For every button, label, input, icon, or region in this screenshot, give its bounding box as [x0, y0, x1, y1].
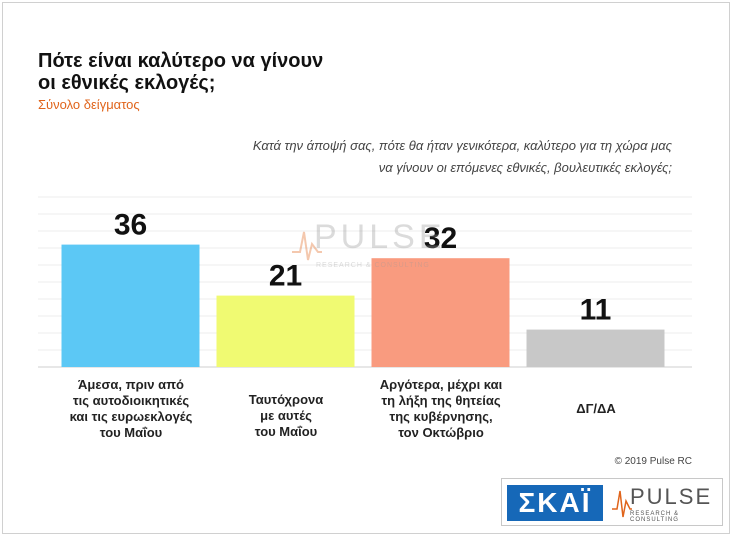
data-label-3: 32	[424, 222, 457, 255]
category-label-4: ΔΓ/ΔΑ	[576, 401, 616, 416]
bar-1	[61, 244, 200, 367]
question-line-1: Κατά την άποψή σας, πότε θα ήταν γενικότ…	[252, 138, 672, 153]
category-label-1: Άμεσα, πριν από τις αυτοδιοικητικές και …	[69, 377, 193, 440]
pulse-logo-heartbeat-icon	[612, 490, 632, 518]
title-line-1: Πότε είναι καλύτερο να γίνουν	[38, 50, 324, 72]
question-line-2: να γίνουν οι επόμενες εθνικές, βουλευτικ…	[378, 160, 672, 175]
bar-2	[216, 295, 355, 367]
survey-question: Κατά την άποψή σας, πότε θα ήταν γενικότ…	[112, 135, 672, 179]
pulse-logo-subtitle: RESEARCH & CONSULTING	[630, 511, 680, 523]
copyright-text: © 2019 Pulse RC	[614, 456, 692, 467]
bar-4	[526, 329, 665, 367]
skai-logo: ΣΚΑΪ	[507, 485, 603, 521]
logo-box: ΣΚΑΪ PULSE RESEARCH & CONSULTING	[501, 478, 723, 526]
title-line-2: οι εθνικές εκλογές;	[38, 72, 216, 94]
data-label-4: 11	[580, 294, 612, 327]
category-label-3: Αργότερα, μέχρι και τη λήξη της θητείας …	[379, 377, 503, 440]
pulse-logo-word: PULSE	[630, 484, 713, 509]
data-label-1: 36	[114, 209, 147, 242]
bar-3	[371, 258, 510, 367]
page-title: Πότε είναι καλύτερο να γίνουν οι εθνικές…	[38, 50, 323, 94]
pulse-logo: PULSE RESEARCH & CONSULTING	[612, 481, 722, 525]
data-label-2: 21	[269, 260, 302, 293]
category-label-2: Ταυτόχρονα με αυτές του Μαΐου	[248, 392, 324, 439]
subtitle: Σύνολο δείγματος	[38, 97, 140, 112]
